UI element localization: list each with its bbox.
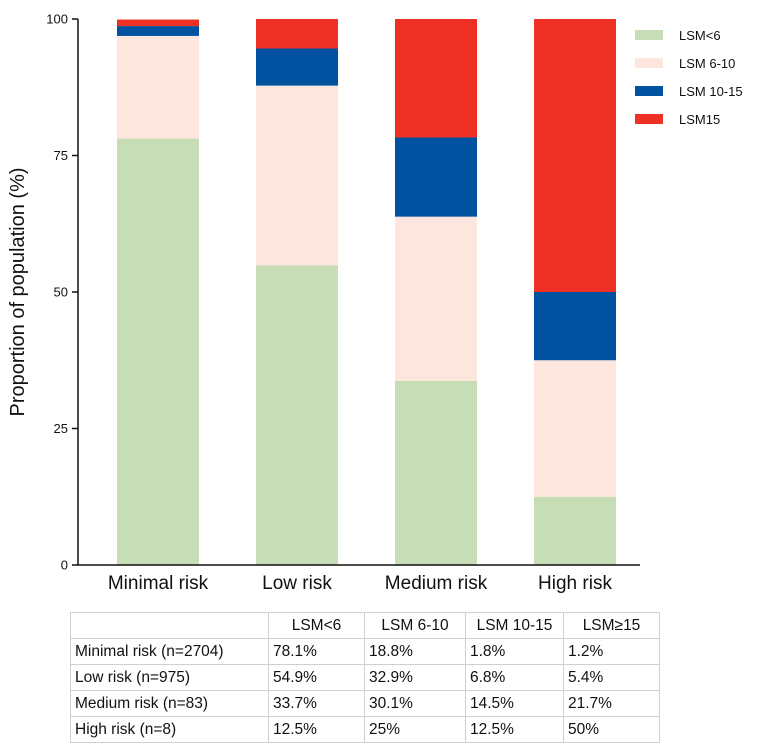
table-row: Minimal risk (n=2704) 78.1% 18.8% 1.8% 1… bbox=[70, 638, 660, 665]
table-header-cell: LSM 10-15 bbox=[465, 612, 564, 639]
legend-label: LSM 10-15 bbox=[679, 84, 743, 99]
table-header-cell: LSM≥15 bbox=[563, 612, 660, 639]
table-cell: 5.4% bbox=[563, 664, 660, 691]
table-cell: 50% bbox=[563, 716, 660, 743]
table-header-cell: LSM<6 bbox=[268, 612, 365, 639]
bar-segment bbox=[256, 85, 338, 266]
bar-segment bbox=[395, 216, 477, 381]
table-cell: 6.8% bbox=[465, 664, 564, 691]
legend-swatch bbox=[635, 114, 663, 124]
legend-swatch bbox=[635, 30, 663, 40]
bar-segment bbox=[395, 19, 477, 138]
bar-segment bbox=[117, 19, 199, 27]
legend: LSM<6 LSM 6-10 LSM 10-15 LSM15 bbox=[635, 28, 743, 127]
legend-label: LSM 6-10 bbox=[679, 56, 735, 71]
legend-swatch bbox=[635, 58, 663, 68]
table-cell: 54.9% bbox=[268, 664, 365, 691]
axes-group: 0 25 50 75 100 Minimal risk Low risk Medium ris… bbox=[7, 12, 640, 594]
bar-segment bbox=[395, 137, 477, 217]
stacked-bar-chart: 0 25 50 75 100 Minimal risk Low risk Medium ris… bbox=[7, 12, 743, 595]
bar-segment bbox=[395, 380, 477, 565]
table-row: Low risk (n=975) 54.9% 32.9% 6.8% 5.4% bbox=[70, 664, 660, 691]
x-tick-label: Medium risk bbox=[385, 573, 488, 594]
y-tick-label: 50 bbox=[54, 285, 68, 300]
bar-segment bbox=[117, 138, 199, 565]
table-cell: 1.2% bbox=[563, 638, 660, 665]
table-cell: High risk (n=8) bbox=[70, 716, 269, 743]
legend-label: LSM<6 bbox=[679, 28, 721, 43]
table-header-cell: LSM 6-10 bbox=[364, 612, 466, 639]
table-cell: 25% bbox=[364, 716, 466, 743]
table-row: Medium risk (n=83) 33.7% 30.1% 14.5% 21.… bbox=[70, 690, 660, 717]
bar-segment bbox=[256, 48, 338, 86]
bar-segment bbox=[117, 35, 199, 139]
y-tick-label: 100 bbox=[46, 12, 68, 27]
table-cell: 30.1% bbox=[364, 690, 466, 717]
bar-segment bbox=[256, 19, 338, 49]
table-cell: 78.1% bbox=[268, 638, 365, 665]
table-cell: 14.5% bbox=[465, 690, 564, 717]
table-cell: 12.5% bbox=[465, 716, 564, 743]
table-cell: 33.7% bbox=[268, 690, 365, 717]
y-tick-label: 25 bbox=[54, 421, 68, 436]
y-tick-label: 75 bbox=[54, 148, 68, 163]
bar-segment bbox=[534, 292, 616, 361]
x-tick-label: High risk bbox=[538, 573, 612, 594]
bar-segment bbox=[534, 496, 616, 565]
table-cell: 21.7% bbox=[563, 690, 660, 717]
table-cell: 18.8% bbox=[364, 638, 466, 665]
legend-label: LSM15 bbox=[679, 112, 720, 127]
bars-group bbox=[117, 19, 616, 565]
table-cell: 32.9% bbox=[364, 664, 466, 691]
bar-segment bbox=[256, 265, 338, 565]
table-cell: Medium risk (n=83) bbox=[70, 690, 269, 717]
table-header-cell bbox=[70, 612, 269, 639]
table-cell: 12.5% bbox=[268, 716, 365, 743]
x-tick-label: Minimal risk bbox=[108, 573, 209, 594]
bar-segment bbox=[534, 19, 616, 292]
y-tick-label: 0 bbox=[61, 558, 68, 573]
table-cell: 1.8% bbox=[465, 638, 564, 665]
table-cell: Low risk (n=975) bbox=[70, 664, 269, 691]
data-table: LSM<6 LSM 6-10 LSM 10-15 LSM≥15 Minimal … bbox=[70, 612, 660, 743]
bar-segment bbox=[117, 26, 199, 36]
bar-segment bbox=[534, 360, 616, 497]
table-row: High risk (n=8) 12.5% 25% 12.5% 50% bbox=[70, 716, 660, 743]
table-header-row: LSM<6 LSM 6-10 LSM 10-15 LSM≥15 bbox=[70, 612, 660, 639]
legend-swatch bbox=[635, 86, 663, 96]
x-tick-label: Low risk bbox=[262, 573, 332, 594]
table-cell: Minimal risk (n=2704) bbox=[70, 638, 269, 665]
y-axis-label: Proportion of population (%) bbox=[7, 167, 29, 416]
